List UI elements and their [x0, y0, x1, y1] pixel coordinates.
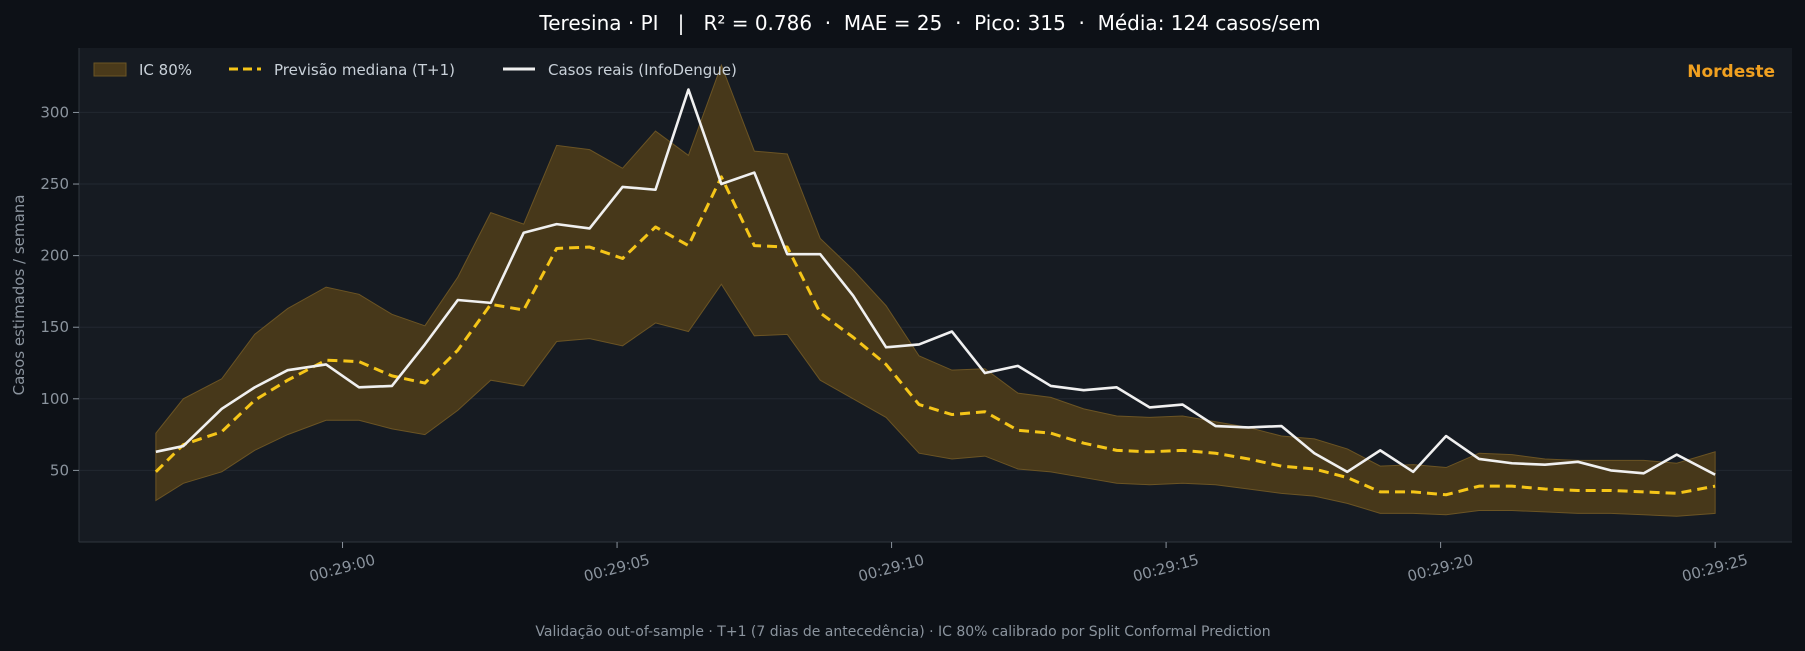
series-lines — [154, 88, 1716, 497]
footer-caption: Validação out-of-sample · T+1 (7 dias de… — [535, 624, 1270, 640]
legend-label-band: IC 80% — [139, 61, 192, 79]
series-line-actual — [155, 88, 1716, 476]
legend-swatch-band — [93, 62, 127, 77]
y-tick-label: 100 — [40, 390, 69, 408]
chart-title: Teresina · PI | R² = 0.786 · MAE = 25 · … — [538, 11, 1320, 35]
y-tick-label: 250 — [40, 175, 69, 193]
region-label: Nordeste — [1687, 62, 1775, 82]
y-tick-label: 150 — [40, 318, 69, 336]
y-tick-label: 50 — [50, 461, 69, 479]
confidence-band — [155, 63, 1716, 517]
series-band-ic80 — [155, 63, 1716, 517]
legend-label-actual: Casos reais (InfoDengue) — [548, 61, 737, 79]
grid-lines — [79, 111, 1792, 471]
legend-label-forecast: Previsão mediana (T+1) — [274, 61, 455, 79]
legend: IC 80% Previsão mediana (T+1) Casos reai… — [93, 61, 737, 79]
y-tick-label: 300 — [40, 103, 69, 121]
y-axis-ticks: 50 100 150 200 250 300 — [40, 103, 79, 479]
y-tick-label: 200 — [40, 247, 69, 265]
series-line-forecast — [154, 175, 1716, 497]
y-axis-label: Casos estimados / semana — [10, 195, 28, 396]
